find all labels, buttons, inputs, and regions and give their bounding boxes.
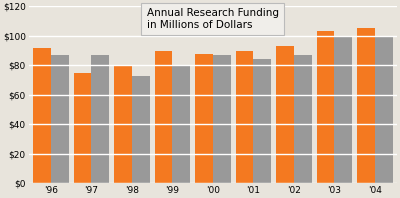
Bar xyxy=(334,36,352,183)
Bar xyxy=(236,50,254,183)
Bar xyxy=(33,48,51,183)
Text: Annual Research Funding
in Millions of Dollars: Annual Research Funding in Millions of D… xyxy=(146,8,278,30)
Bar xyxy=(132,76,150,183)
Bar xyxy=(91,55,109,183)
Bar xyxy=(375,36,393,183)
Bar xyxy=(294,55,312,183)
Bar xyxy=(172,65,190,183)
Bar xyxy=(114,65,132,183)
Bar xyxy=(74,73,91,183)
Bar xyxy=(317,31,334,183)
Bar xyxy=(51,55,69,183)
Bar xyxy=(195,53,213,183)
Bar xyxy=(213,55,231,183)
Bar xyxy=(154,50,172,183)
Bar xyxy=(357,29,375,183)
Bar xyxy=(254,59,271,183)
Bar xyxy=(276,46,294,183)
